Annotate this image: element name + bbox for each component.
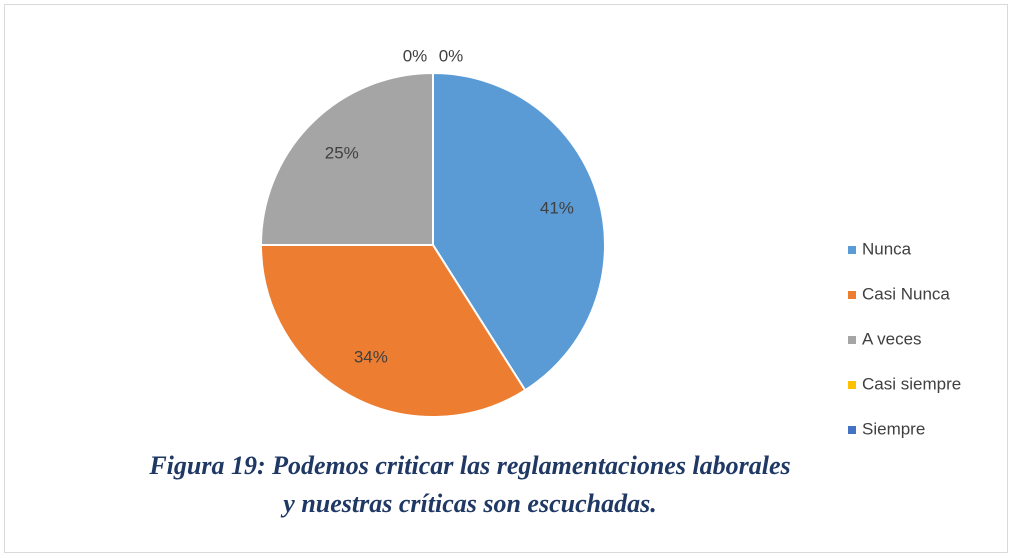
data-label: 0%	[439, 46, 464, 65]
pie-slice	[259, 244, 527, 418]
legend-swatch	[848, 291, 856, 299]
data-label: 34%	[354, 348, 388, 367]
pie-slice	[259, 71, 434, 246]
caption-line: Figura 19: Podemos criticar las reglamen…	[148, 451, 790, 480]
data-label: 25%	[325, 143, 359, 162]
data-label: 0%	[403, 46, 428, 65]
legend-swatch	[848, 246, 856, 254]
legend-label: Siempre	[862, 419, 925, 438]
legend-label: Casi Nunca	[862, 284, 950, 303]
legend-swatch	[848, 336, 856, 344]
legend-label: Casi siempre	[862, 374, 961, 393]
legend-swatch	[848, 381, 856, 389]
legend-label: Nunca	[862, 239, 912, 258]
legend-label: A veces	[862, 329, 922, 348]
caption-line: y nuestras críticas son escuchadas.	[280, 489, 656, 518]
legend-swatch	[848, 426, 856, 434]
data-label: 41%	[540, 198, 574, 217]
